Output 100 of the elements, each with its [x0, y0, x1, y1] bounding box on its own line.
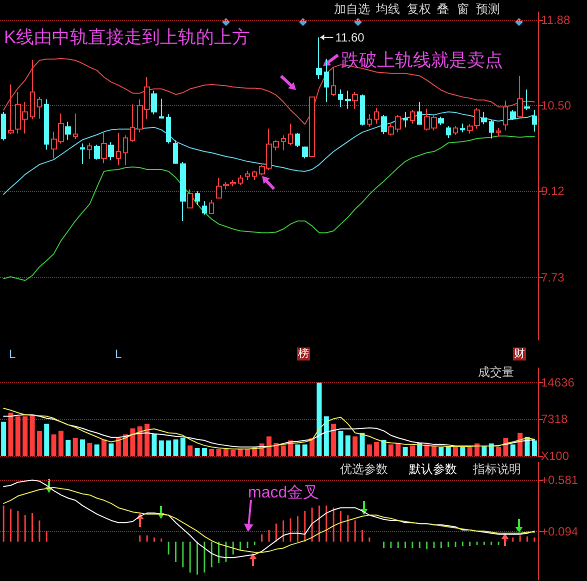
bar [374, 442, 380, 456]
bar [180, 438, 186, 456]
bar [488, 443, 494, 456]
bar [230, 450, 236, 456]
bar [274, 442, 279, 456]
y-tick-label: 11.88 [541, 13, 570, 28]
bar [130, 428, 136, 456]
annotation: 默认参数 [408, 462, 457, 476]
bar [116, 438, 121, 456]
candlestick [460, 123, 465, 133]
bar [438, 446, 444, 456]
candlestick [338, 89, 343, 108]
bar [460, 446, 466, 456]
y-tick-label: 7318 [541, 412, 568, 426]
bar [381, 440, 386, 456]
candlestick [496, 127, 501, 138]
text: L [9, 347, 16, 361]
annotation: 指标说明 [472, 462, 521, 476]
annotation: 均线 [375, 2, 400, 16]
bar [108, 443, 114, 456]
annotation: 叠 [437, 2, 449, 16]
candlestick [1, 111, 6, 141]
bar [166, 440, 172, 456]
bar [87, 442, 92, 456]
candlestick [202, 200, 207, 216]
bar [1, 422, 6, 456]
bar [223, 448, 228, 456]
y-tick-label: 14636 [541, 375, 575, 390]
candlestick [159, 98, 164, 120]
candlestick [94, 144, 100, 160]
candlestick [37, 96, 42, 120]
candlestick [187, 188, 193, 208]
y-tick-label: +0.094 [541, 524, 578, 539]
candlestick [403, 111, 408, 128]
bar [532, 440, 537, 456]
bar [366, 444, 372, 456]
bar [310, 438, 315, 456]
bar [266, 436, 272, 456]
candlestick [281, 134, 286, 151]
annotation: 跌破上轨线就是卖点 [341, 50, 503, 70]
candlestick [108, 142, 114, 161]
y-tick-label: X100 [541, 449, 570, 463]
candlestick [238, 174, 243, 186]
annotation: 优选参数 [340, 462, 388, 476]
bar [188, 445, 193, 456]
bar [331, 424, 336, 456]
bar [80, 439, 85, 456]
candlestick [324, 58, 329, 102]
bar [431, 445, 436, 456]
candlestick [517, 75, 523, 118]
candlestick [453, 126, 458, 136]
bar [44, 424, 50, 456]
candlestick [374, 108, 379, 124]
candlestick [130, 104, 135, 142]
bar [345, 435, 350, 456]
bar [102, 439, 107, 456]
candlestick [510, 109, 516, 120]
annotation: K线由中轨直接走到上轨的上方 [4, 27, 250, 47]
candlestick [489, 119, 494, 139]
annotation: 复权 [407, 2, 431, 16]
bar [158, 440, 164, 456]
line-series [3, 414, 535, 448]
bar [302, 444, 308, 456]
annotation: 预测 [476, 2, 500, 16]
bar [15, 416, 20, 456]
bar [173, 439, 178, 456]
candlestick [30, 59, 35, 120]
bar [446, 446, 451, 456]
candlestick [80, 142, 85, 164]
candlestick [123, 134, 128, 166]
y-tick-label: 7.73 [541, 270, 565, 284]
y-tick-label: +0.581 [541, 472, 578, 487]
candlestick [245, 170, 250, 181]
bar [482, 446, 487, 456]
bar [388, 444, 394, 456]
bar [144, 424, 150, 456]
candlestick [532, 109, 537, 132]
bar [316, 382, 322, 456]
candlestick [195, 190, 200, 206]
bar [510, 444, 516, 456]
candlestick [352, 91, 358, 110]
bar [152, 434, 157, 456]
candlestick [331, 66, 336, 96]
bar [66, 440, 71, 456]
line-series [3, 111, 535, 195]
bar [396, 442, 401, 456]
annotation: macd金叉 [248, 484, 320, 502]
bar [202, 448, 207, 456]
bar [402, 446, 408, 456]
y-tick-label: 9.12 [541, 184, 565, 198]
bar [467, 446, 472, 456]
candlestick [180, 162, 186, 222]
candlestick [65, 121, 71, 140]
candlestick [345, 90, 351, 110]
candlestick [309, 96, 315, 157]
bar [496, 446, 502, 456]
candlestick [316, 36, 322, 80]
bar [137, 426, 142, 456]
candlestick [367, 114, 372, 128]
candlestick [116, 132, 121, 166]
